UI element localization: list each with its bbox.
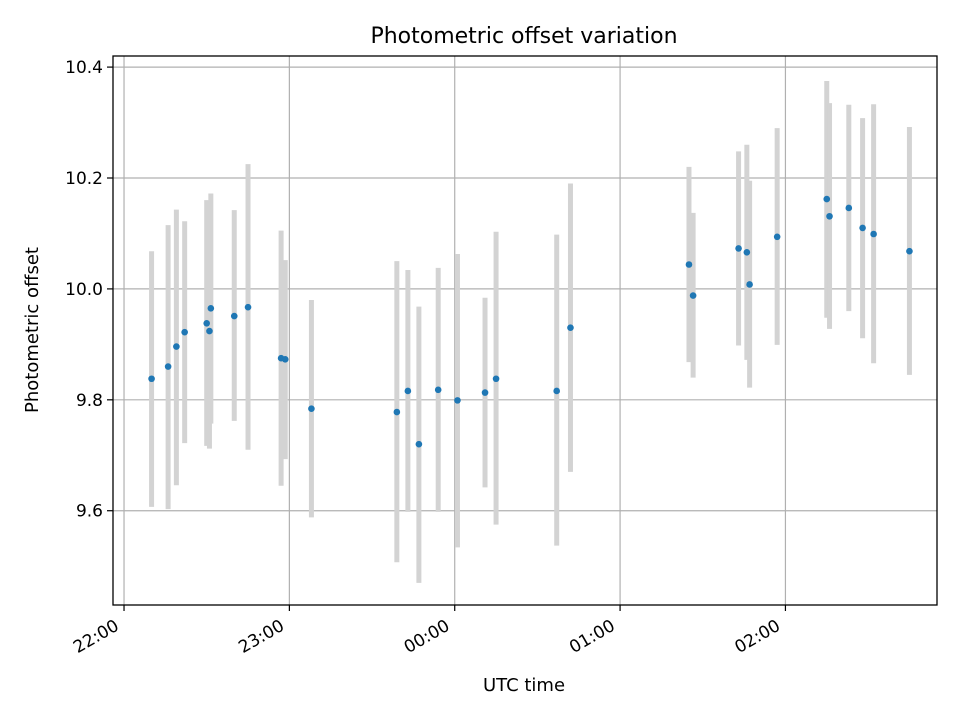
data-point bbox=[206, 327, 213, 335]
data-point bbox=[207, 305, 215, 312]
y-axis-ticks: 9.6 9.8 10.0 10.2 10.4 bbox=[65, 58, 113, 522]
data-point bbox=[735, 245, 742, 252]
data-point bbox=[743, 249, 751, 256]
data-point bbox=[404, 387, 412, 395]
plot-frame bbox=[112, 55, 938, 606]
data-point bbox=[685, 261, 693, 268]
y-axis-label: Photometric offset bbox=[22, 247, 43, 413]
data-point bbox=[203, 319, 210, 327]
data-point bbox=[281, 356, 289, 363]
data-point bbox=[746, 281, 753, 288]
x-axis-ticks: 22:00 23:00 00:00 01:00 02:00 bbox=[70, 605, 787, 658]
data-point bbox=[845, 204, 853, 212]
data-point bbox=[553, 387, 560, 395]
data-point bbox=[823, 195, 831, 203]
data-point bbox=[826, 212, 833, 220]
data-point bbox=[393, 408, 401, 416]
y-tick-label: 9.8 bbox=[76, 391, 103, 411]
y-tick-label: 10.0 bbox=[65, 280, 103, 300]
x-tick-label: 01:00 bbox=[566, 616, 618, 658]
data-point bbox=[454, 397, 461, 404]
data-points bbox=[148, 195, 913, 448]
x-tick-label: 02:00 bbox=[731, 616, 783, 658]
y-tick-label: 10.4 bbox=[65, 58, 103, 78]
x-tick-label: 23:00 bbox=[235, 616, 287, 658]
data-point bbox=[230, 312, 238, 320]
data-point bbox=[689, 292, 697, 299]
data-point bbox=[415, 440, 423, 448]
data-point bbox=[481, 389, 489, 396]
data-point bbox=[181, 328, 188, 336]
data-point bbox=[148, 375, 155, 383]
data-point bbox=[492, 375, 500, 383]
data-point bbox=[164, 363, 172, 370]
y-tick-label: 10.2 bbox=[65, 169, 103, 189]
data-point bbox=[773, 233, 781, 241]
error-bars bbox=[149, 80, 912, 583]
data-point bbox=[906, 247, 913, 255]
data-point bbox=[244, 303, 252, 311]
data-point bbox=[173, 343, 180, 350]
chart-title: Photometric offset variation bbox=[370, 24, 677, 49]
x-tick-label: 00:00 bbox=[401, 616, 453, 658]
data-point bbox=[870, 230, 877, 238]
data-point bbox=[567, 324, 574, 332]
x-axis-label: UTC time bbox=[483, 675, 565, 696]
data-point bbox=[434, 386, 442, 394]
y-tick-label: 9.6 bbox=[76, 502, 103, 522]
data-point bbox=[308, 405, 315, 412]
x-tick-label: 22:00 bbox=[70, 616, 122, 658]
data-point bbox=[859, 224, 866, 232]
